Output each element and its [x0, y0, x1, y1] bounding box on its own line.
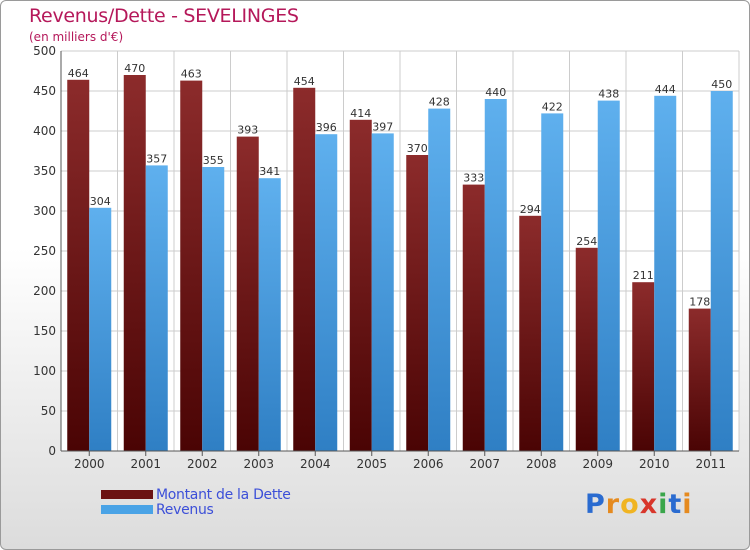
bar-revenus [597, 100, 620, 451]
y-tick-label: 50 [41, 404, 56, 418]
chart-subtitle: (en milliers d'€) [29, 30, 124, 44]
x-tick-label: 2001 [130, 457, 161, 471]
bar-revenus [145, 165, 168, 451]
legend-label-dette: Montant de la Dette [156, 486, 291, 503]
chart-legend: Montant de la Dette Revenus [101, 486, 291, 518]
bar-dette [462, 184, 485, 451]
bar-revenus [89, 207, 112, 451]
y-tick-label: 300 [33, 204, 56, 218]
data-label: 422 [542, 100, 563, 113]
x-tick-label: 2005 [356, 457, 387, 471]
x-tick-label: 2003 [243, 457, 274, 471]
legend-item-revenus: Revenus [101, 501, 291, 518]
data-label: 470 [124, 62, 145, 75]
y-tick-label: 250 [33, 244, 56, 258]
data-label: 393 [237, 124, 258, 137]
y-tick-label: 350 [33, 164, 56, 178]
chart-title: Revenus/Dette - SEVELINGES [29, 5, 299, 27]
logo-letter: x [639, 489, 659, 520]
data-label: 440 [485, 86, 506, 99]
data-label: 294 [520, 203, 541, 216]
bar-dette [236, 136, 259, 451]
data-label: 397 [372, 120, 393, 133]
bar-dette [406, 155, 429, 451]
logo-letter: i [682, 489, 693, 520]
x-tick-label: 2008 [526, 457, 557, 471]
bar-dette [519, 215, 542, 451]
logo-letter: o [620, 489, 640, 520]
logo-letter: i [658, 489, 669, 520]
legend-item-dette: Montant de la Dette [101, 486, 291, 503]
bar-dette [632, 282, 655, 451]
data-label: 438 [598, 88, 619, 101]
y-tick-label: 150 [33, 324, 56, 338]
logo-letter: P [585, 489, 606, 520]
x-tick-label: 2002 [187, 457, 218, 471]
bar-revenus [258, 178, 281, 451]
data-label: 396 [316, 121, 337, 134]
bar-dette [349, 119, 372, 452]
legend-swatch-dette [101, 490, 153, 499]
x-tick-label: 2011 [695, 457, 726, 471]
bar-revenus [710, 91, 733, 451]
y-tick-label: 200 [33, 284, 56, 298]
y-tick-label: 100 [33, 364, 56, 378]
bar-dette [180, 80, 203, 451]
x-tick-label: 2007 [469, 457, 500, 471]
data-label: 333 [463, 172, 484, 185]
x-tick-label: 2000 [74, 457, 105, 471]
y-tick-label: 500 [33, 44, 56, 58]
y-tick-label: 0 [48, 444, 56, 458]
x-tick-label: 2009 [582, 457, 613, 471]
bar-dette [293, 87, 316, 452]
data-label: 463 [181, 68, 202, 81]
bar-revenus [484, 99, 507, 451]
bar-revenus [541, 113, 564, 452]
y-tick-label: 450 [33, 84, 56, 98]
x-tick-label: 2004 [300, 457, 331, 471]
data-label: 450 [711, 78, 732, 91]
x-tick-label: 2010 [639, 457, 670, 471]
data-label: 428 [429, 96, 450, 109]
data-label: 464 [68, 67, 89, 80]
data-label: 444 [655, 83, 676, 96]
data-label: 454 [294, 75, 315, 88]
data-label: 341 [259, 165, 280, 178]
bar-revenus [371, 133, 394, 451]
data-label: 178 [689, 296, 710, 309]
data-label: 370 [407, 142, 428, 155]
data-label: 254 [576, 235, 597, 248]
proxiti-logo: Proxiti [585, 489, 693, 520]
x-tick-label: 2006 [413, 457, 444, 471]
data-label: 355 [203, 154, 224, 167]
data-label: 304 [90, 195, 111, 208]
y-tick-label: 400 [33, 124, 56, 138]
legend-label-revenus: Revenus [156, 501, 214, 518]
bar-revenus [654, 95, 677, 452]
bar-dette [575, 247, 598, 451]
data-label: 414 [350, 107, 371, 120]
bar-revenus [428, 108, 451, 451]
data-label: 211 [633, 269, 654, 282]
logo-letter: t [668, 489, 683, 520]
bar-dette [123, 75, 146, 451]
bar-revenus [315, 134, 338, 451]
bar-dette [67, 79, 90, 452]
legend-swatch-revenus [101, 505, 153, 514]
data-label: 357 [146, 152, 167, 165]
logo-letter: r [605, 489, 621, 520]
bar-revenus [202, 167, 225, 451]
bar-dette [688, 308, 711, 451]
